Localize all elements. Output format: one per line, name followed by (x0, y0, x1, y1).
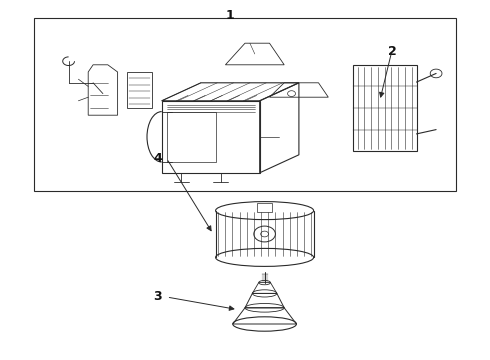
Bar (353, 65, 416, 151)
Bar (34, 18, 456, 191)
Text: 3: 3 (153, 291, 162, 303)
Bar (257, 203, 272, 212)
Text: 1: 1 (226, 9, 235, 22)
Text: 2: 2 (388, 45, 396, 58)
Text: 4: 4 (153, 152, 162, 165)
